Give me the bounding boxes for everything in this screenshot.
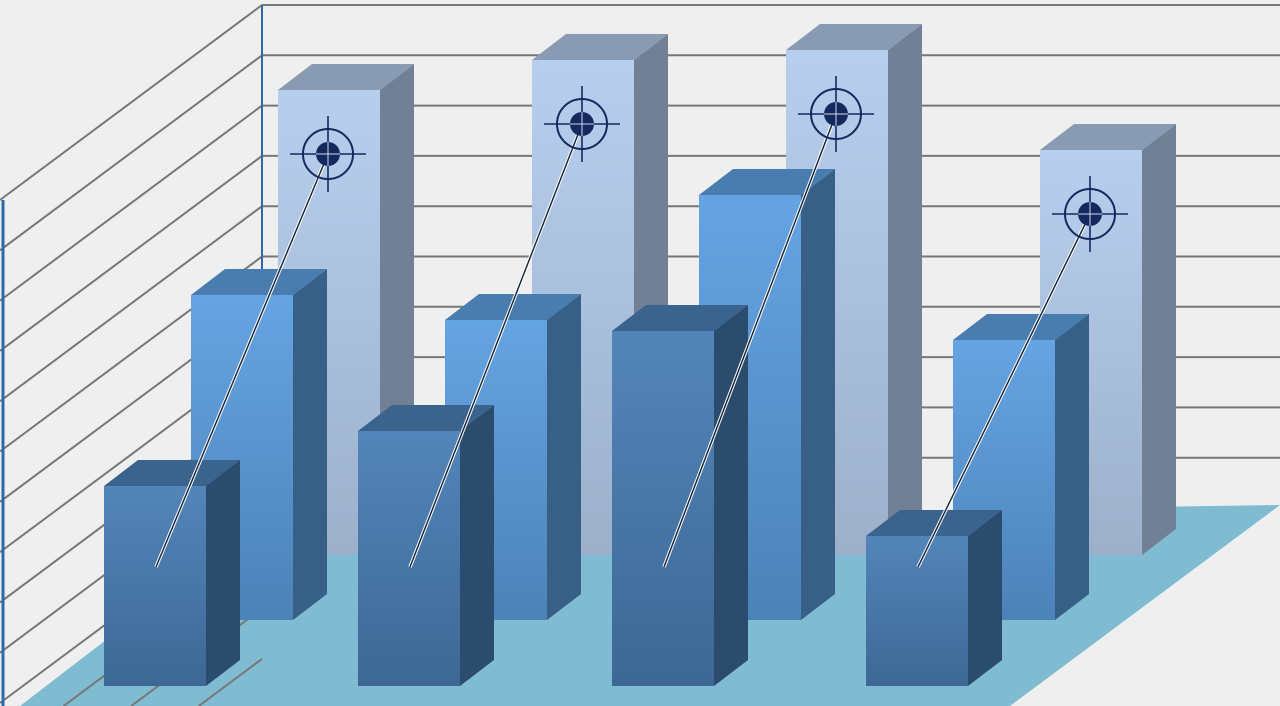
pointer-line — [663, 113, 837, 568]
bar-front — [358, 431, 460, 686]
pointer-line — [917, 213, 1091, 568]
gridline — [0, 155, 263, 352]
bar-top — [786, 24, 922, 50]
bar-side — [888, 24, 922, 555]
bar-top — [1040, 124, 1176, 150]
bars — [104, 24, 1176, 686]
target-lines — [154, 76, 1128, 568]
bar-top — [532, 34, 668, 60]
bar-side — [968, 510, 1002, 686]
bar-top — [699, 169, 835, 195]
target-icon — [916, 176, 1128, 568]
gridline — [0, 205, 263, 403]
target-icon — [408, 86, 620, 568]
bar-top — [104, 460, 240, 486]
gridline — [0, 104, 263, 302]
gridline — [0, 54, 263, 252]
target-icon — [662, 76, 874, 568]
target-icon — [154, 116, 366, 568]
bar-top — [612, 305, 748, 331]
pointer-line — [409, 123, 583, 568]
bar-top — [191, 269, 327, 295]
bar-side — [460, 405, 494, 686]
bar-side — [206, 460, 240, 686]
gridline — [0, 4, 263, 201]
bar-side — [1055, 314, 1089, 620]
bar-front — [104, 486, 206, 686]
gridline — [198, 658, 263, 706]
bar — [104, 460, 240, 686]
bar-top — [866, 510, 1002, 536]
bar-top — [445, 294, 581, 320]
bar — [612, 305, 748, 686]
bar-front — [612, 331, 714, 686]
bar — [866, 510, 1002, 686]
bar-side — [801, 169, 835, 620]
pointer-line — [155, 153, 329, 568]
bar-top — [278, 64, 414, 90]
bar-side — [547, 294, 581, 620]
bar-side — [714, 305, 748, 686]
bar-side — [293, 269, 327, 620]
bar-top — [953, 314, 1089, 340]
bar-side — [1142, 124, 1176, 555]
bar-front — [866, 536, 968, 686]
bar-top — [358, 405, 494, 431]
bar — [358, 405, 494, 686]
